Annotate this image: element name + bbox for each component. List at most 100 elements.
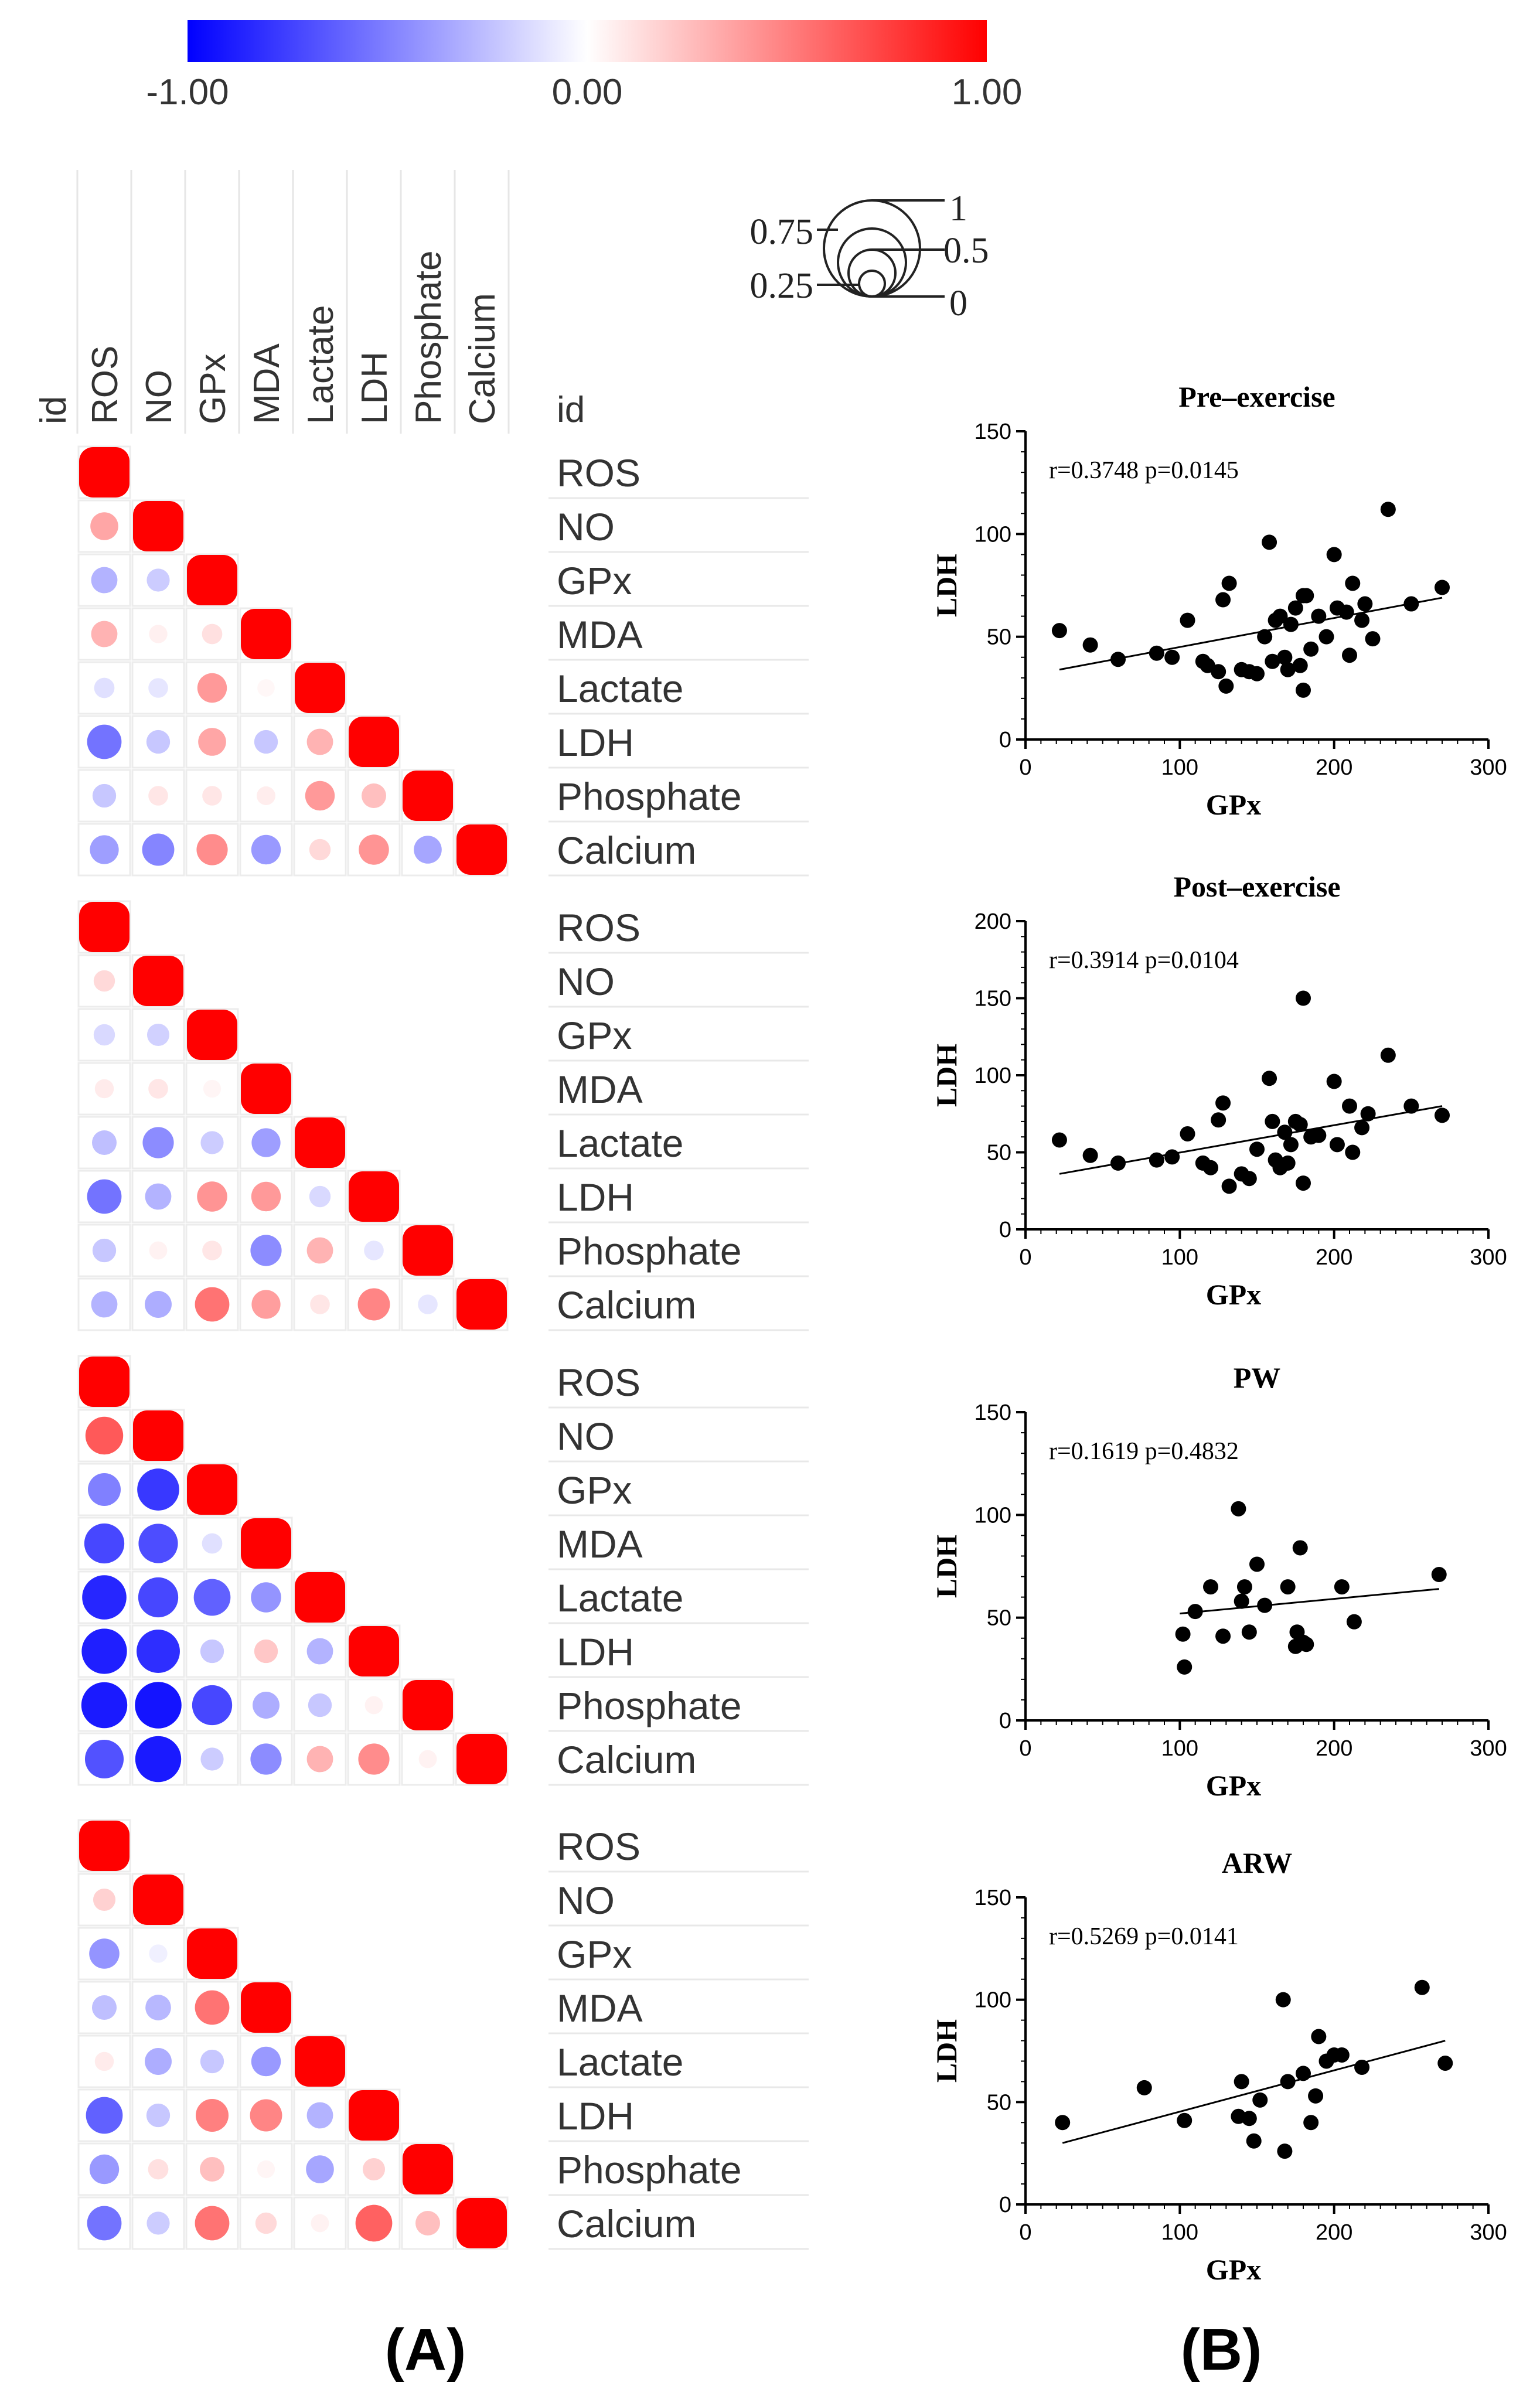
y-tick-label: 0	[999, 1218, 1011, 1242]
y-tick-label: 50	[987, 2090, 1011, 2115]
heatmap-circle	[137, 1630, 180, 1673]
heatmap-circle	[200, 2049, 224, 2074]
data-point	[1342, 1098, 1357, 1114]
heatmap-cell	[131, 1981, 185, 2034]
heatmap-circle	[257, 2160, 275, 2179]
heatmap-cell	[239, 1732, 293, 1786]
heatmap-cell	[77, 553, 131, 607]
heatmap-circle	[200, 1639, 224, 1664]
heatmap-circle	[91, 621, 118, 647]
heatmap-diagonal-mark	[295, 1572, 345, 1623]
heatmap-diagonal-mark	[403, 1680, 453, 1730]
heatmap-cell	[347, 2142, 401, 2196]
heatmap-circle	[94, 1079, 114, 1099]
data-point	[1346, 1614, 1362, 1630]
data-point	[1357, 596, 1373, 612]
heatmap-circle	[89, 1938, 120, 1969]
data-point	[1280, 662, 1296, 677]
x-axis-label: GPx	[1206, 2253, 1261, 2286]
scatter-plot-3: PW 0 100 200 300 0 50 100 150 GPx LDH r=0.1619 p=0.…	[930, 1361, 1507, 1802]
heatmap-cell	[347, 715, 401, 769]
heatmap-2: ROS NO GPx MDA Lactate LDH Phosphate Calcium	[77, 900, 809, 1331]
row-label: GPx	[557, 1468, 632, 1512]
row-label: Calcium	[557, 2202, 696, 2245]
data-point	[1380, 502, 1396, 517]
heatmap-circle	[146, 568, 170, 592]
row-label: MDA	[557, 613, 643, 656]
heatmap-cell	[239, 1116, 293, 1170]
scatter-title: ARW	[1222, 1846, 1292, 1879]
panel-label-b: (B)	[1181, 2317, 1262, 2383]
y-tick-label: 0	[999, 1709, 1011, 1733]
heatmap-diagonal-mark	[403, 2144, 453, 2194]
data-point	[1280, 1155, 1296, 1171]
data-point	[1292, 1117, 1308, 1133]
heatmap-cell	[77, 1819, 131, 1873]
heatmap-cell	[77, 499, 131, 553]
heatmap-cell	[293, 1732, 347, 1786]
heatmap-circle	[93, 1024, 115, 1046]
heatmap-circle	[364, 1696, 383, 1715]
heatmap-cell	[347, 1624, 401, 1678]
heatmap-circle	[88, 1473, 121, 1506]
y-tick-label: 100	[975, 522, 1011, 547]
row-label: Lactate	[557, 2040, 684, 2084]
data-point	[1277, 649, 1293, 665]
data-point	[1221, 575, 1237, 591]
data-point	[1110, 1155, 1126, 1171]
row-label: MDA	[557, 1522, 643, 1566]
data-point	[1303, 2115, 1319, 2131]
heatmap-circle	[84, 1739, 124, 1779]
row-label: ROS	[557, 1361, 640, 1404]
data-point	[1326, 547, 1342, 563]
heatmap-cell	[293, 715, 347, 769]
data-point	[1175, 1626, 1191, 1642]
heatmap-diagonal-mark	[241, 1518, 291, 1569]
heatmap-circle	[92, 1995, 117, 2020]
heatmap-cell	[239, 1570, 293, 1624]
data-point	[1342, 647, 1357, 663]
regression-line	[1062, 2040, 1446, 2144]
data-point	[1082, 637, 1098, 653]
y-tick-label: 50	[987, 1141, 1011, 1165]
data-point	[1231, 1501, 1246, 1516]
heatmap-circle	[149, 1241, 168, 1260]
heatmap-cell	[77, 1062, 131, 1116]
x-tick-label: 300	[1470, 2220, 1507, 2245]
y-tick-label: 100	[975, 1988, 1011, 2013]
heatmap-circle	[149, 1944, 168, 1963]
y-tick-label: 100	[975, 1064, 1011, 1088]
heatmap-cell	[347, 823, 401, 877]
heatmap-circle	[254, 1639, 278, 1664]
heatmap-circle	[257, 679, 275, 697]
size-legend: 0.75 0.25 1 0.5 0	[750, 189, 989, 323]
heatmap-cell	[131, 607, 185, 661]
heatmap-circle	[93, 970, 115, 992]
data-point	[1215, 1628, 1231, 1644]
heatmap-circle	[362, 2158, 386, 2181]
row-label: LDH	[557, 1175, 634, 1219]
data-point	[1051, 1132, 1067, 1148]
heatmap-circle	[251, 1181, 281, 1212]
heatmap-cell	[185, 1277, 239, 1331]
x-tick-label: 0	[1019, 2220, 1031, 2245]
correlation-annotation: r=0.5269 p=0.0141	[1049, 1923, 1239, 1950]
data-point	[1265, 1113, 1280, 1129]
data-point	[1180, 612, 1195, 628]
heatmap-circle	[81, 1628, 127, 1674]
heatmap-diagonal-mark	[403, 1225, 453, 1276]
heatmap-cell	[77, 1570, 131, 1624]
y-tick-label: 100	[975, 1503, 1011, 1528]
y-tick-label: 150	[975, 420, 1011, 444]
heatmap-diagonal-mark	[295, 2036, 345, 2087]
heatmap-circle	[138, 1524, 178, 1563]
heatmap-cell	[131, 1008, 185, 1062]
heatmap-circle	[200, 2157, 224, 2182]
heatmap-circle	[93, 1888, 116, 1911]
y-tick-label: 150	[975, 1886, 1011, 1910]
data-point	[1218, 678, 1234, 694]
heatmap-cell	[77, 823, 131, 877]
heatmap-circle	[92, 1238, 117, 1263]
y-axis-label: LDH	[930, 1535, 963, 1598]
x-tick-label: 200	[1316, 755, 1352, 780]
